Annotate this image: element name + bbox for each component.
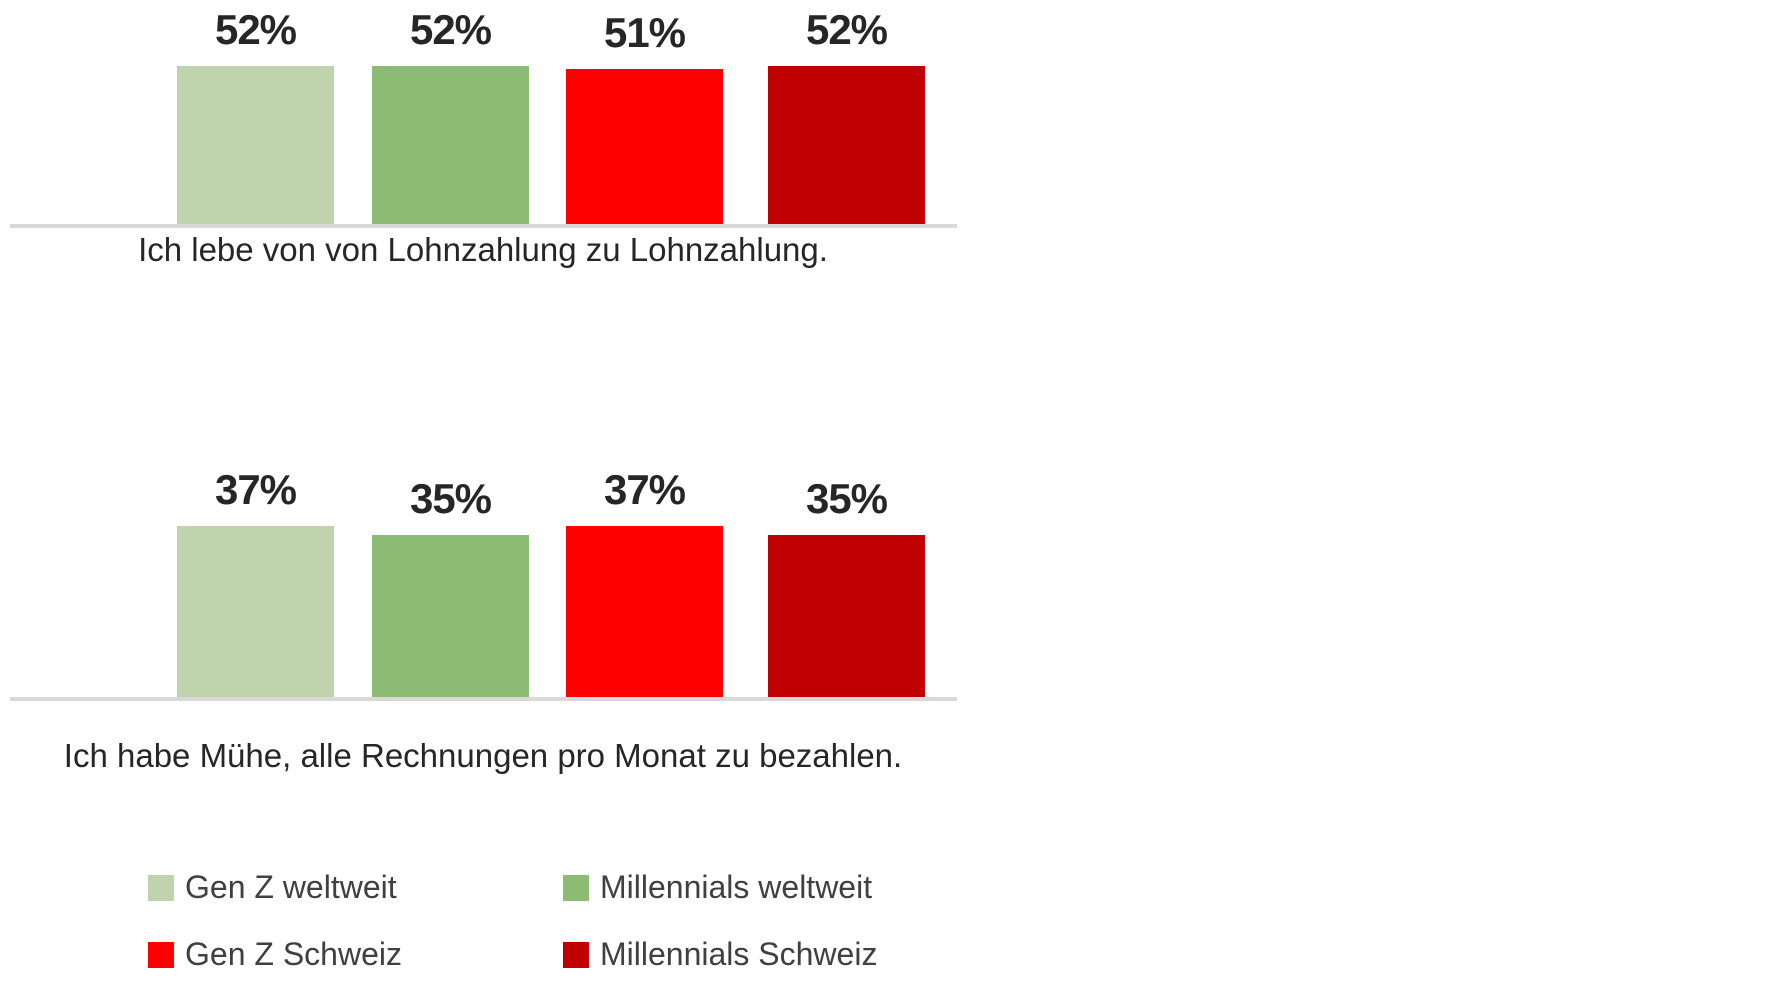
value-label: 52%: [214, 6, 297, 53]
x-axis-line-1: [10, 224, 957, 228]
legend-item-millennials-weltweit: Millennials weltweit: [563, 869, 872, 906]
bar-gen-z-weltweit: [177, 526, 334, 697]
bar-millennials-weltweit: [372, 66, 529, 224]
bar-millennials-schweiz: [768, 66, 925, 224]
bar-gen-z-weltweit: [177, 66, 334, 224]
value-label: 35%: [805, 475, 888, 522]
legend-swatch-icon: [563, 874, 589, 901]
legend-item-gen-z-weltweit: Gen Z weltweit: [148, 869, 397, 906]
legend-swatch-icon: [148, 941, 174, 968]
category-label-2: Ich habe Mühe, alle Rechnungen pro Monat…: [63, 737, 903, 774]
value-label: 37%: [214, 466, 297, 513]
value-label: 37%: [603, 466, 686, 513]
legend-item-gen-z-schweiz: Gen Z Schweiz: [148, 936, 402, 973]
bar-millennials-weltweit: [372, 535, 529, 697]
bar-millennials-schweiz: [768, 535, 925, 697]
legend-label: Gen Z Schweiz: [185, 936, 402, 972]
value-label: 52%: [805, 6, 888, 53]
category-label-1: Ich lebe von von Lohnzahlung zu Lohnzahl…: [138, 231, 828, 268]
legend-item-millennials-schweiz: Millennials Schweiz: [563, 936, 877, 973]
legend-swatch-icon: [563, 941, 589, 968]
legend-label: Millennials weltweit: [600, 869, 873, 905]
legend-swatch-icon: [148, 874, 174, 901]
legend-label: Gen Z weltweit: [185, 869, 397, 905]
value-label: 35%: [409, 475, 492, 522]
legend-label: Millennials Schweiz: [600, 936, 878, 972]
x-axis-line-2: [10, 697, 957, 701]
value-label: 51%: [603, 9, 686, 56]
bar-gen-z-schweiz: [566, 69, 723, 224]
bar-gen-z-schweiz: [566, 526, 723, 697]
value-label: 52%: [409, 6, 492, 53]
